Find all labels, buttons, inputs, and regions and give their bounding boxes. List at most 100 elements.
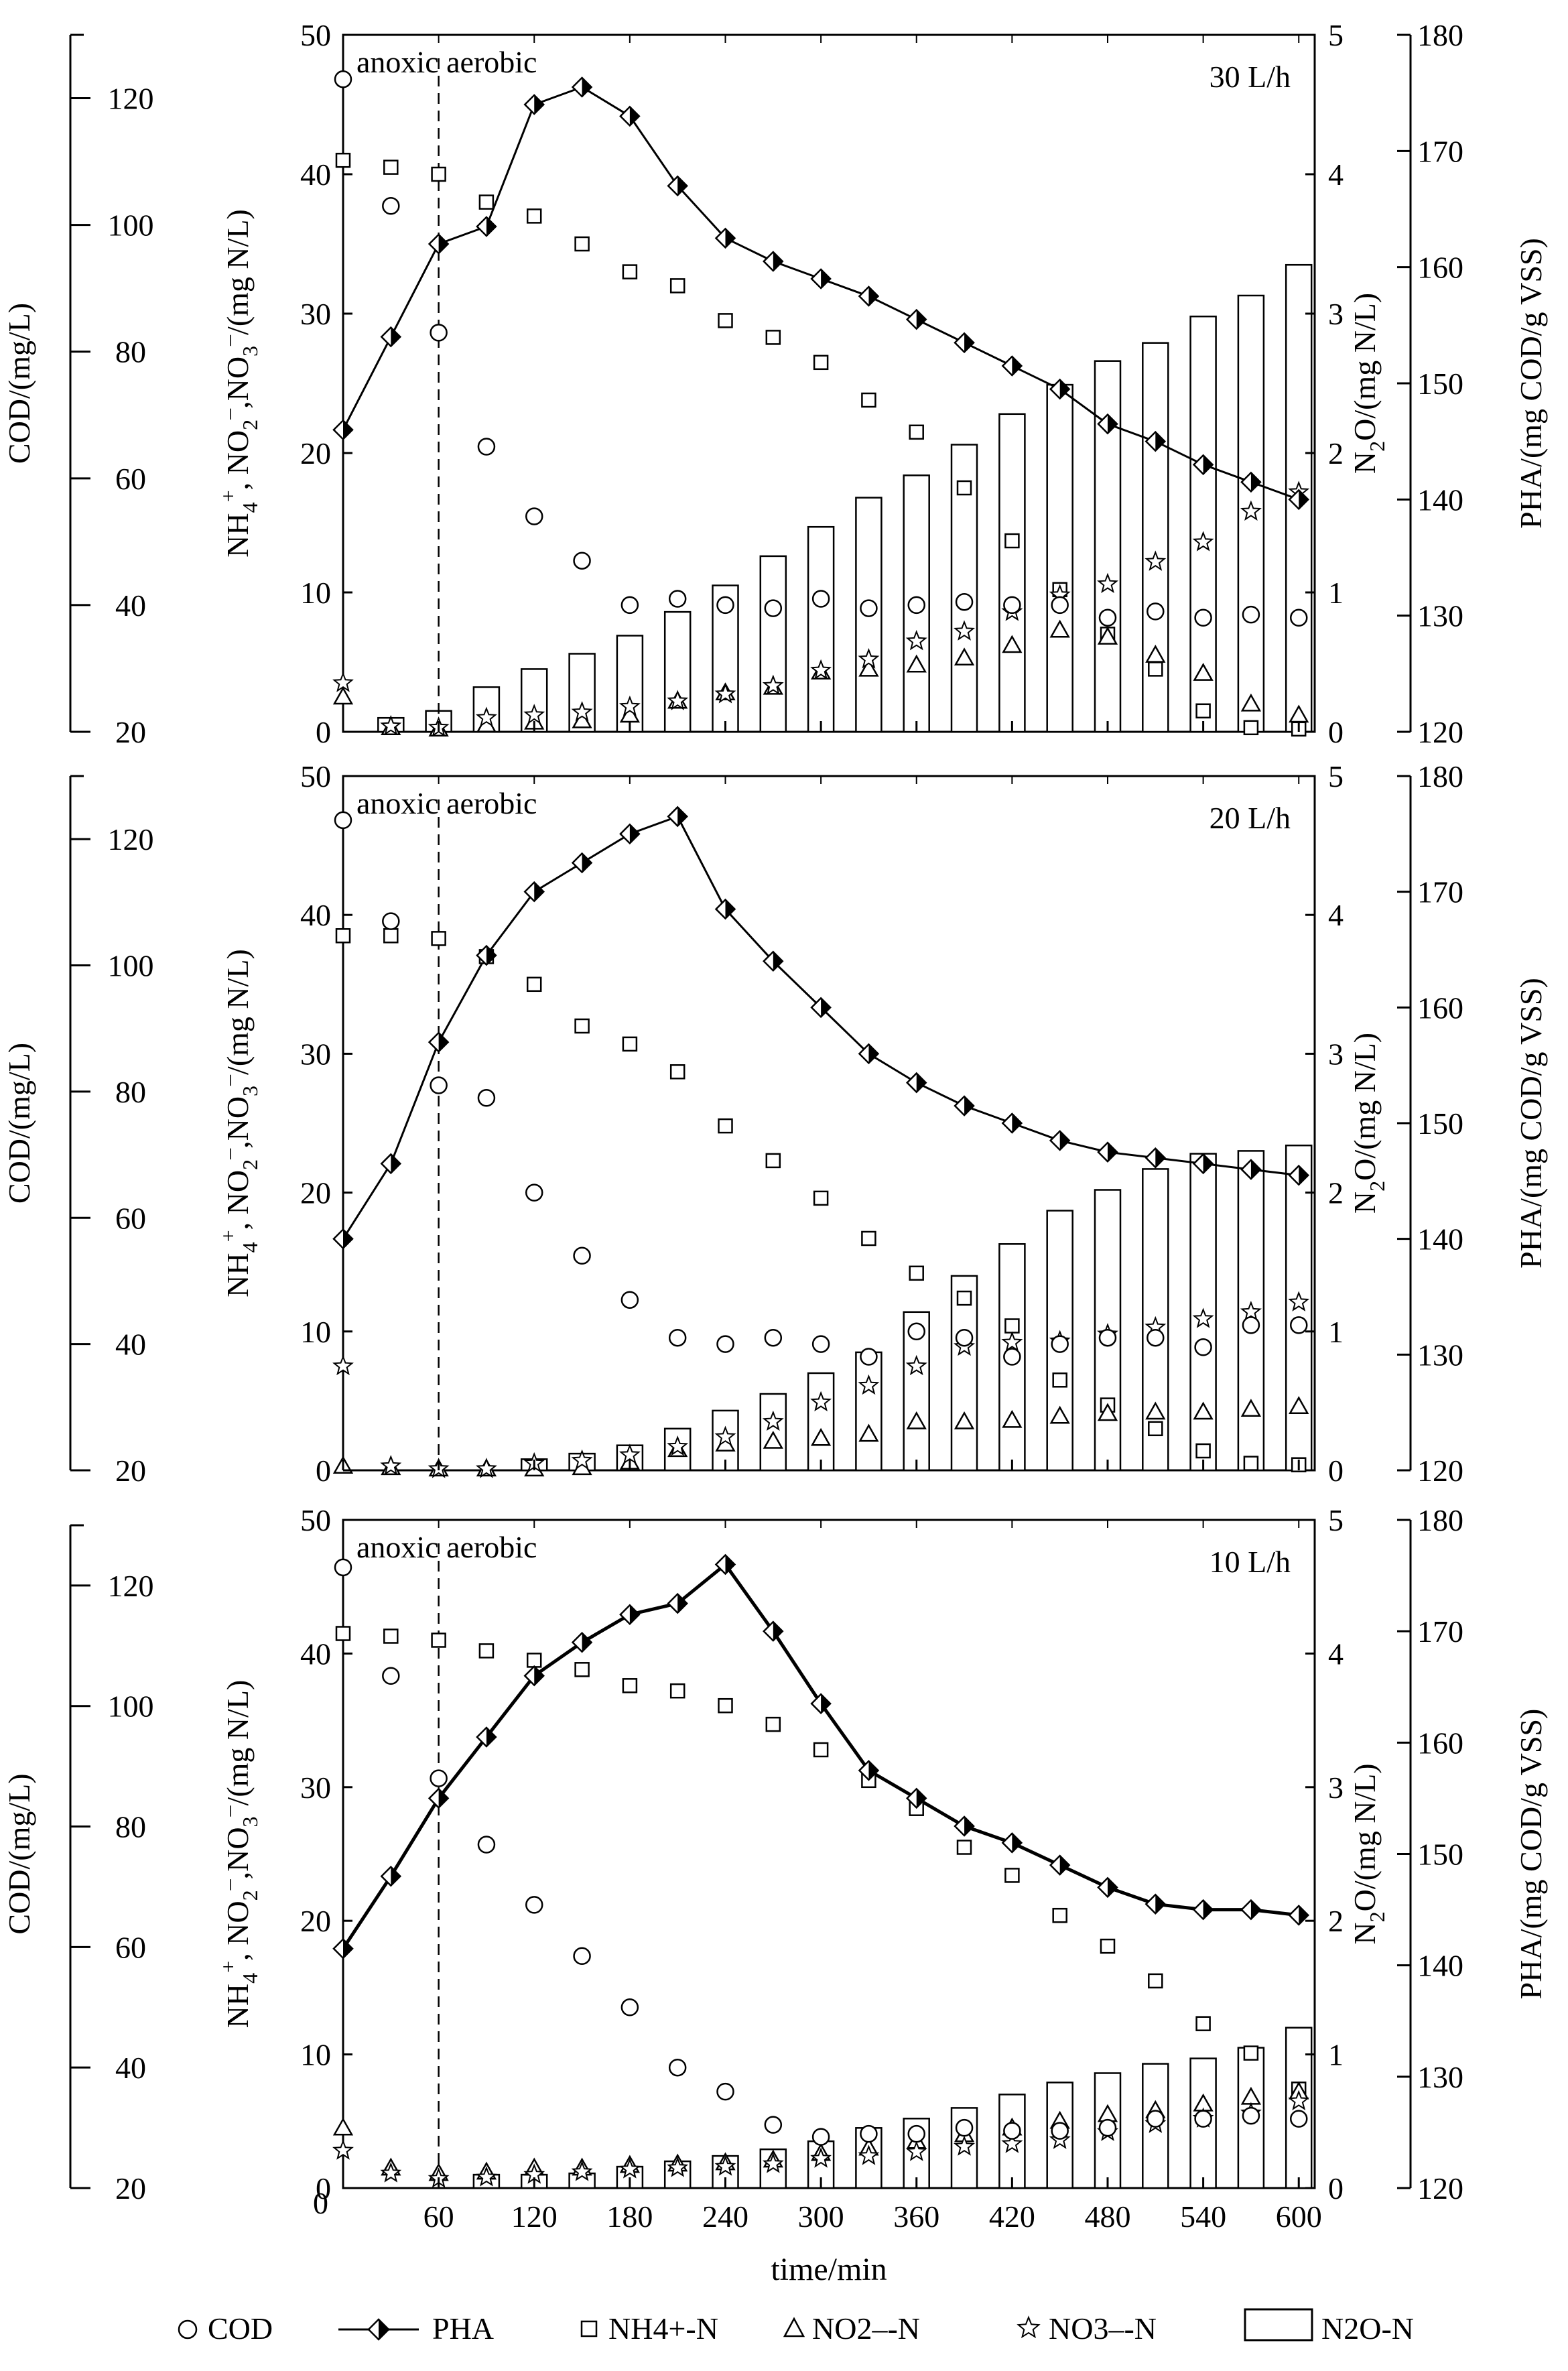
nh4-marker: [574, 1018, 590, 1034]
no2-marker: [1145, 645, 1166, 663]
cod-marker: [668, 590, 687, 608]
cod-marker: [860, 2124, 878, 2143]
nh4-marker: [526, 976, 542, 992]
nh4-marker: [1004, 1868, 1020, 1883]
pha-marker-fill: [534, 882, 544, 901]
cod-marker: [573, 1947, 591, 1966]
nh4-marker: [956, 480, 972, 496]
nh4-marker: [574, 236, 590, 252]
cod-tick-label: 80: [115, 335, 146, 369]
legend-cod-label: COD: [208, 2311, 273, 2346]
no3-marker: [667, 1435, 689, 1456]
pha-tick-label: 180: [1417, 18, 1463, 52]
nh4-marker: [956, 1840, 972, 1855]
no3-marker: [858, 648, 880, 669]
nh4-marker: [813, 1190, 829, 1206]
pha-marker-fill: [964, 1816, 974, 1836]
panel-label: 30 L/h: [1210, 60, 1291, 94]
no3-marker: [1240, 1301, 1262, 1322]
nh4-marker: [1243, 1456, 1259, 1471]
nitrogen-tick-label: 40: [300, 1637, 331, 1671]
n2o-tick-label: 3: [1328, 1037, 1344, 1071]
cod-marker: [334, 70, 352, 88]
nh4-marker: [383, 159, 399, 175]
nitrogen-tick-label: 0: [316, 1454, 331, 1488]
no3-marker: [523, 704, 545, 724]
nh4-marker: [526, 1653, 542, 1668]
cod-marker: [1194, 608, 1212, 627]
no3-marker: [954, 2135, 976, 2156]
n2o-tick-label: 1: [1328, 2038, 1344, 2072]
cod-marker: [382, 197, 400, 215]
nitrogen-tick-label: 20: [300, 1176, 331, 1210]
nitrogen-tick-label: 50: [300, 759, 331, 793]
no2-marker: [332, 2117, 354, 2136]
n2o-bar: [807, 1372, 835, 1472]
no3-marker: [571, 2161, 593, 2181]
no3-marker: [618, 1444, 641, 1464]
cod-marker: [620, 596, 639, 615]
cod-marker: [430, 324, 448, 342]
n2o-bar: [663, 611, 692, 733]
pha-marker-fill: [486, 946, 496, 965]
cod-marker: [525, 1183, 543, 1202]
cod-marker: [1147, 602, 1165, 621]
pha-marker-fill: [868, 287, 878, 306]
nitrogen-tick-label: 20: [300, 436, 331, 470]
nh4-marker: [1195, 2016, 1211, 2031]
n2o-bar: [855, 497, 883, 733]
cod-marker: [477, 1089, 496, 1107]
pha-marker-fill: [534, 1666, 544, 1685]
pha-marker-fill: [1107, 414, 1117, 434]
pha-marker-fill: [391, 1154, 401, 1173]
pha-tick-label: 120: [1417, 1454, 1463, 1488]
nh4-marker: [861, 392, 876, 408]
n2o-tick-label: 3: [1328, 297, 1344, 331]
pha-marker-fill: [725, 229, 735, 248]
nh4-marker: [622, 1678, 638, 1693]
no2-marker: [1049, 1405, 1070, 1424]
cod-marker: [764, 2116, 783, 2134]
nh4-marker: [335, 928, 351, 944]
cod-tick-label: 120: [108, 822, 154, 856]
x-tick-label: 180: [606, 2199, 653, 2234]
nh4-marker: [1052, 1372, 1067, 1388]
x-tick-label: 480: [1084, 2199, 1130, 2234]
cod-marker: [573, 552, 591, 570]
no2-marker: [1240, 693, 1262, 712]
pha-marker-fill: [486, 1728, 496, 1747]
n2o-tick-label: 0: [1328, 2171, 1344, 2205]
no3-marker: [1097, 572, 1118, 594]
cod-tick-label: 100: [108, 1689, 154, 1724]
nh4-marker: [478, 1643, 495, 1659]
n2o-bar: [759, 555, 787, 733]
no3-marker: [618, 695, 641, 716]
nh4-marker: [765, 1716, 781, 1732]
pha-tick-label: 120: [1417, 2171, 1463, 2205]
pha-tick-label: 170: [1417, 875, 1463, 909]
cod-tick-label: 60: [115, 1930, 146, 1964]
nh4-marker: [765, 1153, 781, 1169]
no3-marker: [905, 630, 927, 651]
n2o-tick-label: 2: [1328, 1904, 1344, 1938]
pha-marker-fill: [1203, 1900, 1213, 1919]
n2o-tick-label: 4: [1328, 1637, 1344, 1671]
pha-tick-label: 140: [1417, 1949, 1463, 1983]
pha-marker-fill: [1012, 357, 1022, 375]
legend-pha-label: PHA: [432, 2311, 494, 2346]
cod-marker: [1098, 1328, 1117, 1347]
pha-marker-fill: [438, 1033, 448, 1052]
no2-marker: [858, 1423, 879, 1442]
pha-marker-fill: [821, 1694, 831, 1714]
cod-tick-label: 20: [115, 715, 146, 749]
nh4-marker: [909, 1265, 924, 1281]
cod-marker: [1051, 596, 1069, 615]
cod-marker: [907, 596, 925, 615]
cod-marker: [955, 592, 974, 611]
pha-tick-label: 150: [1417, 1106, 1463, 1141]
cod-tick-label: 40: [115, 588, 146, 623]
no3-marker: [1001, 2132, 1023, 2153]
no3-marker: [905, 2140, 927, 2161]
no3-marker: [1288, 1291, 1310, 1311]
nh4-marker: [669, 1064, 685, 1080]
